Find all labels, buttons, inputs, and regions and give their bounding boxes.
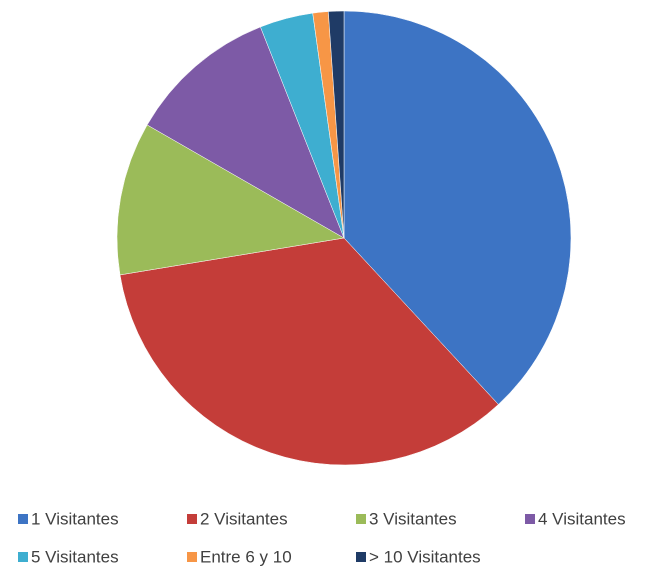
legend-swatch: [187, 514, 197, 524]
pie-slice: [119, 237, 499, 466]
legend-label: > 10 Visitantes: [369, 547, 481, 566]
legend-swatch: [18, 514, 28, 524]
legend-swatch: [18, 552, 28, 562]
legend-label: 1 Visitantes: [31, 509, 119, 528]
legend-label: 5 Visitantes: [31, 547, 119, 566]
legend-label: 3 Visitantes: [369, 509, 457, 528]
legend-swatch: [356, 552, 366, 562]
legend-swatch: [356, 514, 366, 524]
legend-label: 4 Visitantes: [538, 509, 626, 528]
pie-slice: [116, 124, 345, 276]
legend-label: 2 Visitantes: [200, 509, 288, 528]
legend-label: Entre 6 y 10: [200, 547, 292, 566]
legend-swatch: [187, 552, 197, 562]
pie-slice: [146, 26, 345, 239]
pie-slice: [343, 10, 572, 405]
legend-swatch: [525, 514, 535, 524]
pie-slice: [328, 10, 345, 239]
